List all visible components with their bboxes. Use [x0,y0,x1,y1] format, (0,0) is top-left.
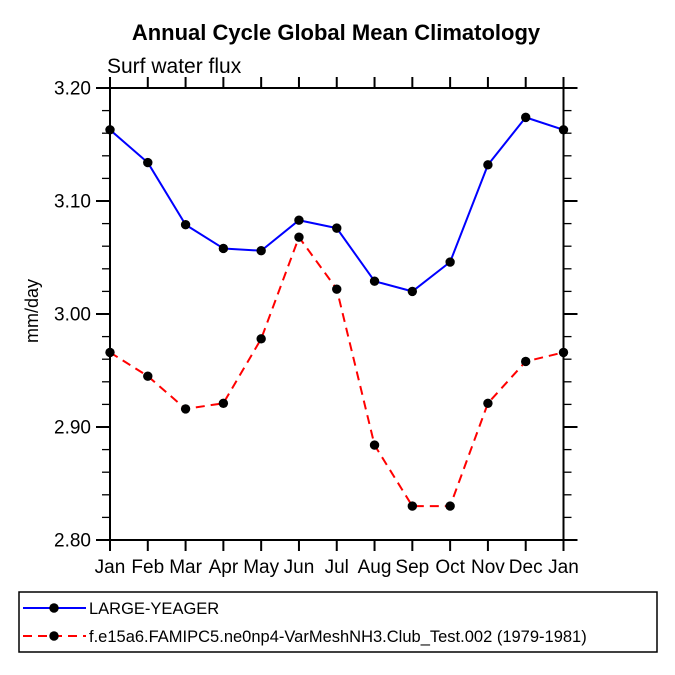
x-tick-label: Feb [131,557,164,578]
legend-box [18,591,658,653]
series-1-marker [180,404,191,414]
series-1-marker [294,232,304,242]
y-tick-label: 2.80 [54,531,91,552]
series-1-marker [332,284,342,294]
series-0-marker [558,125,569,135]
series-1-marker [256,334,266,344]
x-tick-label: Jan [95,557,126,578]
x-tick-label: Oct [435,557,465,578]
y-tick-label: 2.90 [54,418,91,439]
series-1-marker [369,440,380,450]
series-1-marker [521,356,531,367]
series-line-0 [109,116,564,293]
series-0-marker [294,215,304,225]
x-tick-label: Apr [209,557,239,578]
series-1-marker [445,501,455,511]
x-tick-label: May [243,557,279,578]
series-0-marker [256,246,266,256]
legend-label-1: f.e15a6.FAMIPC5.ne0np4-VarMeshNH3.Club_T… [89,628,587,646]
series-1-marker [558,347,569,358]
series-1-marker [407,501,418,511]
x-tick-label: Jul [325,557,349,578]
y-tick-label: 3.10 [54,192,91,213]
x-tick-label: Mar [169,557,202,578]
legend-marker-1 [49,631,59,641]
legend-marker-0 [49,603,59,613]
series-1-marker [483,398,493,408]
x-tick-label: Nov [471,557,505,578]
series-0-marker [143,157,153,168]
chart-title: Annual Cycle Global Mean Climatology [132,20,541,45]
series-line-1 [109,236,564,508]
series-0-marker [369,276,380,286]
x-tick-label: Jun [284,557,315,578]
y-axis-label: mm/day [22,279,42,343]
series-0-marker [445,257,455,267]
chart-subtitle: Surf water flux [107,55,242,78]
series-1-marker [105,347,115,358]
x-tick-label: Aug [358,557,392,578]
x-tick-label: Sep [395,557,429,578]
series-1-marker [143,371,153,381]
series-0-marker [483,160,493,170]
y-tick-label: 3.20 [54,79,91,100]
series-0-marker [332,223,342,233]
series-0-marker [521,112,531,123]
series-0-marker [105,125,115,135]
series-0-marker [407,286,418,297]
x-tick-label: Dec [509,557,543,578]
x-tick-label: Jan [548,557,579,578]
y-tick-label: 3.00 [54,305,91,326]
legend-label-0: LARGE-YEAGER [89,600,219,618]
series-1-marker [218,398,229,408]
series-0-marker [180,220,191,230]
series-0-marker [218,243,229,254]
